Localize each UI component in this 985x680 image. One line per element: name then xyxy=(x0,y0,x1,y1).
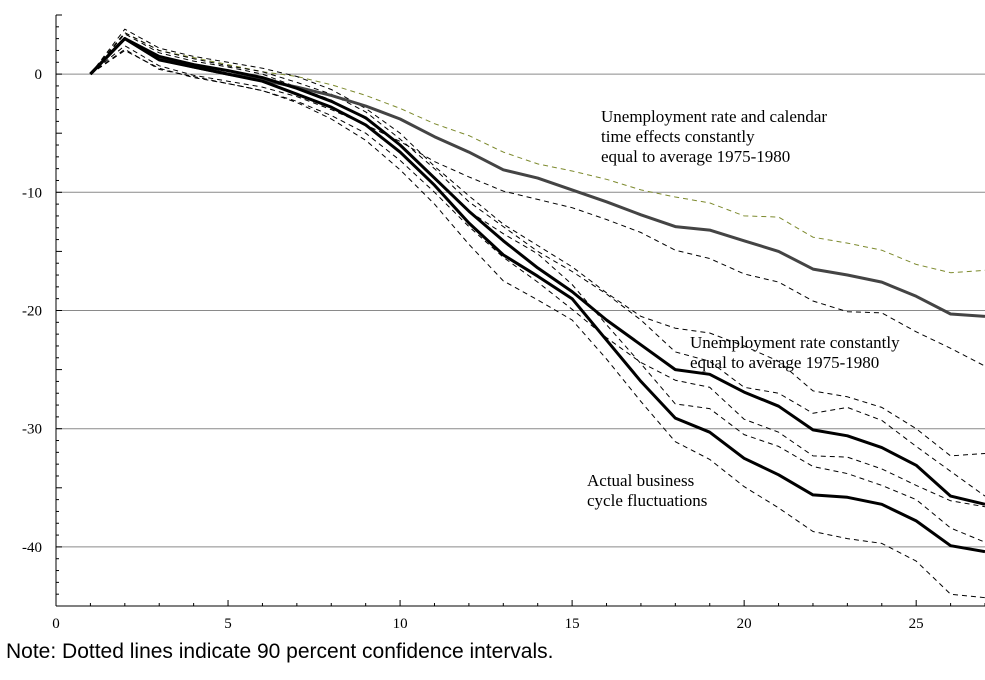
x-tick-label: 25 xyxy=(909,616,924,632)
series-lines xyxy=(89,28,985,599)
x-tick-label: 20 xyxy=(737,616,752,632)
line-chart: 0 -10 -20 -30 -40 0 5 10 15 20 25 Unemployment rat… xyxy=(22,14,985,632)
series-line xyxy=(89,37,985,554)
x-tick-label: 15 xyxy=(565,616,580,632)
y-tick-label: -40 xyxy=(22,540,42,556)
annotation-label: Unemployment rate and calendar time effec… xyxy=(601,107,827,166)
series-line xyxy=(89,37,985,506)
annotation-line: Actual business xyxy=(587,471,694,490)
confidence-interval-line xyxy=(90,33,985,543)
y-tick-label: -10 xyxy=(22,185,42,201)
y-tick-label: -30 xyxy=(22,422,42,438)
chart-footnote: Note: Dotted lines indicate 90 percent c… xyxy=(6,640,554,663)
annotation-line: equal to average 1975-1980 xyxy=(690,353,879,372)
confidence-interval-line xyxy=(90,45,985,367)
annotation-line: cycle fluctuations xyxy=(587,491,707,510)
confidence-interval-line xyxy=(90,32,985,497)
annotation-line: time effects constantly xyxy=(601,127,755,146)
x-tick-label: 10 xyxy=(393,616,408,632)
annotation-line: Unemployment rate and calendar xyxy=(601,107,827,126)
annotations: Unemployment rate and calendar time effec… xyxy=(587,107,900,510)
x-tick-label: 5 xyxy=(224,616,232,632)
axes: 0 -10 -20 -30 -40 0 5 10 15 20 25 xyxy=(22,14,985,632)
annotation-label: Unemployment rate constantly equal to ave… xyxy=(690,333,900,372)
annotation-line: equal to average 1975-1980 xyxy=(601,147,790,166)
confidence-interval-line xyxy=(90,48,985,599)
confidence-interval-line xyxy=(90,32,985,274)
x-tick-label: 0 xyxy=(52,616,60,632)
annotation-label: Actual business cycle fluctuations xyxy=(587,471,707,510)
annotation-line: Unemployment rate constantly xyxy=(690,333,900,352)
y-tick-label: -20 xyxy=(22,304,42,320)
confidence-interval-line xyxy=(90,28,985,457)
y-tick-label: 0 xyxy=(35,67,43,83)
grid-lines xyxy=(56,73,985,548)
